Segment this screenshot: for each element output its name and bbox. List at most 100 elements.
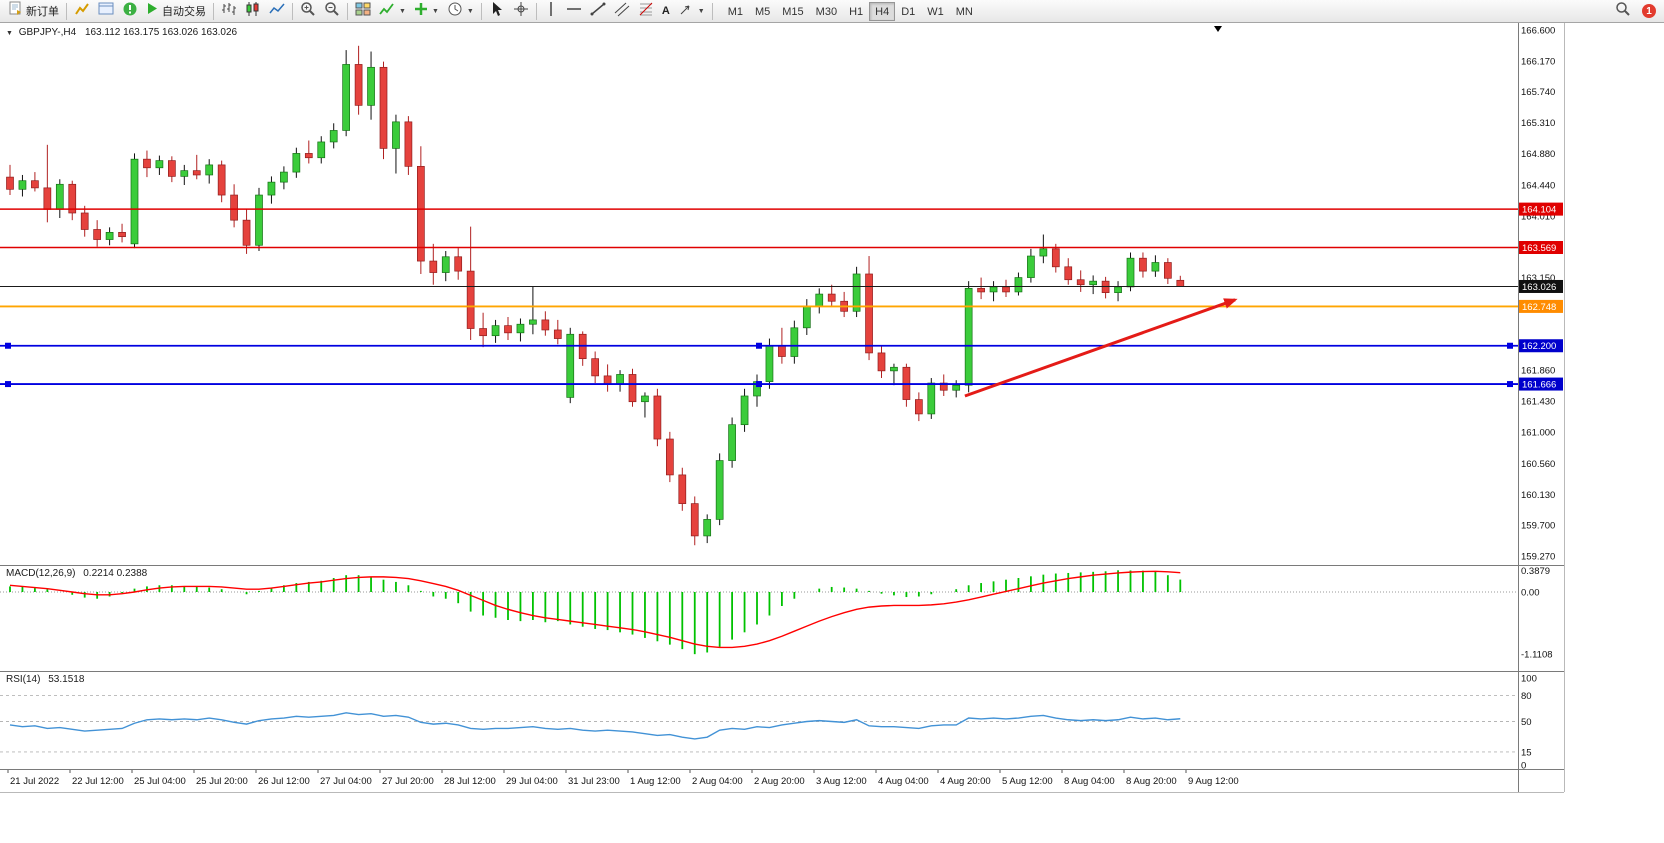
timeframe-m15[interactable]: M15 bbox=[782, 5, 804, 18]
svg-text:162.200: 162.200 bbox=[1522, 341, 1556, 352]
timeframe-h4[interactable]: H4 bbox=[869, 1, 896, 21]
market-watch-icon bbox=[74, 1, 90, 22]
svg-text:0: 0 bbox=[1521, 761, 1526, 772]
timeframe-m1[interactable]: M1 bbox=[727, 5, 743, 18]
toolbar-separator bbox=[480, 2, 482, 20]
chevron-down-icon: ▼ bbox=[399, 7, 406, 15]
svg-text:9 Aug 12:00: 9 Aug 12:00 bbox=[1188, 776, 1239, 787]
svg-text:2 Aug 04:00: 2 Aug 04:00 bbox=[692, 776, 743, 787]
terminal-button[interactable] bbox=[118, 2, 142, 21]
chevron-down-icon: ▼ bbox=[431, 7, 439, 15]
svg-text:163.569: 163.569 bbox=[1522, 243, 1556, 254]
svg-text:8 Aug 04:00: 8 Aug 04:00 bbox=[1064, 776, 1115, 787]
svg-text:161.860: 161.860 bbox=[1521, 366, 1555, 377]
navigator-button[interactable] bbox=[94, 2, 118, 21]
zoom-out-button[interactable] bbox=[320, 1, 344, 21]
search-button[interactable] bbox=[1611, 1, 1635, 21]
svg-text:1 Aug 12:00: 1 Aug 12:00 bbox=[630, 776, 681, 787]
cursor-button[interactable] bbox=[485, 1, 509, 21]
market-watch-button[interactable] bbox=[70, 2, 94, 21]
crosshair-button[interactable] bbox=[509, 1, 533, 22]
candlestick-icon bbox=[245, 1, 261, 22]
svg-text:162.748: 162.748 bbox=[1522, 302, 1556, 313]
chevron-down-icon: ▼ bbox=[697, 7, 705, 15]
ohlc-quote: 163.112 163.175 163.026 163.026 bbox=[84, 27, 238, 38]
symbol-collapse-icon[interactable]: ▼ bbox=[6, 30, 13, 37]
price-tag-161.666 bbox=[1519, 377, 1563, 391]
new-order-label: 新订单 bbox=[26, 6, 59, 18]
svg-text:166.600: 166.600 bbox=[1521, 26, 1555, 37]
zoom-in-icon bbox=[300, 1, 316, 22]
svg-text:28 Jul 12:00: 28 Jul 12:00 bbox=[444, 776, 496, 787]
arrow-tools-button[interactable]: ▼ bbox=[674, 2, 709, 21]
trendline-button[interactable] bbox=[586, 2, 610, 21]
macd-histogram bbox=[9, 570, 1182, 655]
fibonacci-button[interactable] bbox=[634, 2, 658, 21]
price-tag-164.104 bbox=[1519, 202, 1563, 216]
svg-text:4 Aug 04:00: 4 Aug 04:00 bbox=[878, 776, 929, 787]
terminal-icon bbox=[122, 1, 138, 22]
crosshair-icon bbox=[513, 1, 529, 22]
rsi-line bbox=[9, 712, 1181, 740]
svg-text:166.170: 166.170 bbox=[1521, 56, 1555, 67]
new-order-button[interactable]: 新订单 bbox=[4, 1, 63, 21]
svg-text:-1.1108: -1.1108 bbox=[1521, 650, 1553, 661]
bar-chart-icon bbox=[221, 1, 237, 22]
svg-text:100: 100 bbox=[1521, 674, 1537, 685]
timeframe-m30[interactable]: M30 bbox=[815, 5, 838, 18]
toolbar-separator bbox=[347, 2, 348, 20]
svg-text:159.700: 159.700 bbox=[1521, 521, 1555, 532]
timeframe-d1[interactable]: D1 bbox=[901, 5, 916, 18]
svg-text:29 Jul 04:00: 29 Jul 04:00 bbox=[506, 776, 558, 787]
trend-arrow[interactable] bbox=[964, 298, 1238, 398]
main-toolbar: 新订单 自动交易 ▼ ▼ ▼ A ▼ M1 M5 M15 M30 H1 H4 D1 W1 MN … bbox=[0, 0, 1664, 23]
tile-windows-icon bbox=[355, 1, 371, 22]
autotrading-button[interactable]: 自动交易 bbox=[142, 2, 210, 21]
bar-chart-button[interactable] bbox=[217, 2, 241, 21]
svg-text:5 Aug 12:00: 5 Aug 12:00 bbox=[1002, 776, 1053, 787]
timeframe-w1[interactable]: W1 bbox=[927, 5, 944, 18]
horizontal-line-button[interactable] bbox=[562, 2, 586, 21]
toolbar-separator bbox=[711, 2, 713, 20]
svg-text:22 Jul 12:00: 22 Jul 12:00 bbox=[72, 776, 124, 787]
svg-text:161.000: 161.000 bbox=[1521, 427, 1555, 438]
timeframe-m5[interactable]: M5 bbox=[754, 5, 771, 18]
svg-text:15: 15 bbox=[1521, 747, 1532, 758]
svg-text:164.880: 164.880 bbox=[1521, 149, 1555, 160]
line-chart-button[interactable] bbox=[265, 2, 289, 21]
fibonacci-icon bbox=[638, 1, 654, 22]
svg-text:159.270: 159.270 bbox=[1521, 552, 1555, 563]
price-tag-162.748 bbox=[1519, 299, 1563, 313]
rsi-label: RSI(14) bbox=[6, 674, 41, 685]
autotrading-play-icon bbox=[146, 2, 159, 20]
toolbar-separator bbox=[66, 2, 67, 20]
channel-button[interactable] bbox=[610, 2, 634, 21]
chart-header: ▼ GBPJPY-,H4 163.112 163.175 163.026 163… bbox=[6, 27, 237, 38]
svg-text:4 Aug 20:00: 4 Aug 20:00 bbox=[940, 776, 991, 787]
add-object-button[interactable]: ▼ bbox=[410, 2, 443, 21]
vertical-line-button[interactable] bbox=[540, 1, 562, 21]
time-axis[interactable]: 21 Jul 2022 22 Jul 12:00 25 Jul 04:00 25 Ju… bbox=[7, 770, 1239, 787]
price-axis[interactable]: 166.600 166.170 165.740 165.310 164.880 164.4… bbox=[1519, 26, 1563, 772]
period-button[interactable]: ▼ bbox=[443, 2, 478, 21]
svg-text:8 Aug 20:00: 8 Aug 20:00 bbox=[1126, 776, 1177, 787]
svg-text:26 Jul 12:00: 26 Jul 12:00 bbox=[258, 776, 310, 787]
timeframe-mn[interactable]: MN bbox=[955, 5, 973, 18]
timeframe-group: M1 M5 M15 M30 H1 H4 D1 W1 MN bbox=[722, 1, 979, 21]
svg-text:50: 50 bbox=[1521, 717, 1532, 728]
arrow-tool-icon bbox=[678, 1, 694, 22]
indicators-button[interactable]: ▼ bbox=[375, 2, 410, 21]
macd-label: MACD(12,26,9) bbox=[6, 568, 76, 579]
tile-windows-button[interactable] bbox=[351, 2, 375, 21]
zoom-in-button[interactable] bbox=[296, 1, 320, 22]
svg-text:27 Jul 20:00: 27 Jul 20:00 bbox=[382, 776, 434, 787]
text-button[interactable]: A bbox=[658, 2, 674, 21]
autotrading-label: 自动交易 bbox=[162, 6, 206, 18]
notification-badge[interactable]: 1 bbox=[1642, 4, 1656, 18]
svg-text:165.310: 165.310 bbox=[1521, 118, 1555, 129]
timeframe-h1[interactable]: H1 bbox=[849, 5, 864, 18]
price-tag-163.569 bbox=[1519, 241, 1563, 255]
candlestick-button[interactable] bbox=[241, 1, 265, 22]
svg-text:165.740: 165.740 bbox=[1521, 87, 1555, 98]
